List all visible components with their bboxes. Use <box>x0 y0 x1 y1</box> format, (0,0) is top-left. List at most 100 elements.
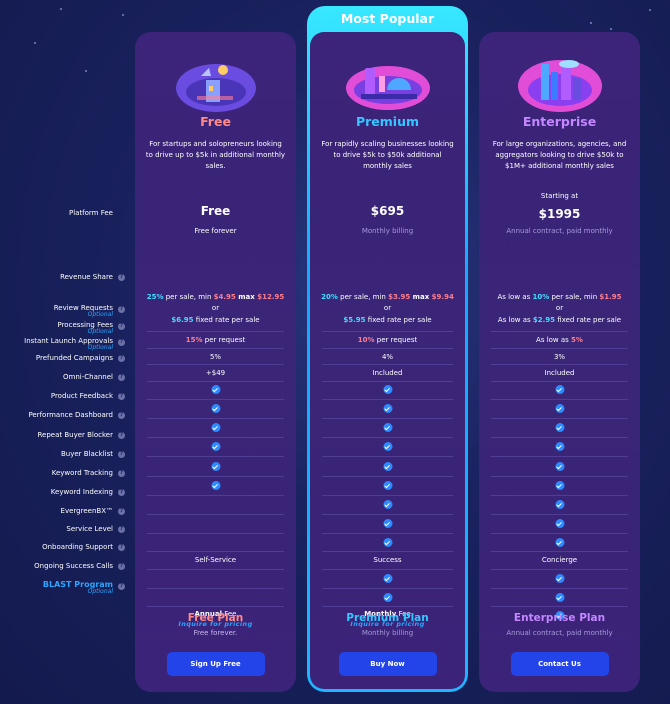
row-divider <box>491 437 628 438</box>
rev-text: fixed rate per sale <box>365 316 432 324</box>
help-icon[interactable]: ? <box>118 563 125 570</box>
row-divider <box>491 456 628 457</box>
help-icon[interactable]: ? <box>118 544 125 551</box>
plan-description: For large organizations, agencies, and a… <box>492 140 627 170</box>
label-onboarding-support: Onboarding Support <box>42 543 113 551</box>
platform-fee-prefix: Starting at <box>540 192 579 200</box>
rev-max: $12.95 <box>257 293 285 301</box>
row-divider <box>491 588 628 589</box>
blast-text: Fee <box>222 610 237 618</box>
platform-fee-note: Free forever <box>194 227 237 235</box>
check-icon <box>211 385 220 394</box>
footer-plan-name: Enterprise Plan <box>513 612 606 624</box>
review-requests-value: 10% per request <box>310 336 465 344</box>
rev-text: per sale, min <box>163 293 214 301</box>
review-text: per request <box>374 336 418 344</box>
star-decoration <box>85 70 87 72</box>
label-service-level: Service Level <box>66 525 113 533</box>
row-divider <box>491 399 628 400</box>
row-divider <box>322 606 453 607</box>
help-icon[interactable]: ? <box>118 470 125 477</box>
rev-rate: 20% <box>321 293 338 301</box>
help-icon[interactable]: ? <box>118 274 125 281</box>
check-icon <box>211 404 220 413</box>
sign-up-free-button[interactable]: Sign Up Free <box>166 652 265 676</box>
check-icon <box>555 593 564 602</box>
contact-us-button[interactable]: Contact Us <box>510 652 609 676</box>
help-icon[interactable]: ? <box>118 339 125 346</box>
processing-fees-value: 3% <box>553 353 566 361</box>
row-divider <box>322 495 453 496</box>
inquire-pricing[interactable]: Inquire for pricing <box>178 620 253 628</box>
review-requests-value: As low as 5% <box>479 336 640 344</box>
row-divider <box>491 476 628 477</box>
optional-tag: Optional <box>87 588 113 595</box>
help-icon[interactable]: ? <box>118 526 125 533</box>
plan-card-free: Free For startups and solopreneurs looki… <box>135 32 296 692</box>
check-icon <box>211 442 220 451</box>
blast-text: Fee <box>396 610 411 618</box>
label-prefunded: Prefunded Campaigns <box>35 354 113 362</box>
star-decoration <box>34 42 36 44</box>
check-icon <box>383 574 392 583</box>
blast-period: Monthly <box>364 610 397 618</box>
row-divider <box>147 606 284 607</box>
help-icon[interactable]: ? <box>118 489 125 496</box>
help-icon[interactable]: ? <box>118 323 125 330</box>
rev-text: As low as <box>497 316 533 324</box>
free-plan-illustration <box>175 64 256 112</box>
instant-launch-value: +$49 <box>205 369 226 377</box>
check-icon <box>555 611 564 620</box>
check-icon <box>555 500 564 509</box>
label-platform-fee: Platform Fee <box>68 209 113 217</box>
instant-launch-value: Included <box>544 369 575 377</box>
footer-plan-note: Monthly billing <box>361 629 414 637</box>
row-divider <box>322 533 453 534</box>
rev-max: $9.94 <box>431 293 454 301</box>
row-divider <box>491 606 628 607</box>
check-icon <box>383 442 392 451</box>
help-icon[interactable]: ? <box>118 508 125 515</box>
rev-text: per sale, min <box>337 293 389 301</box>
help-icon[interactable]: ? <box>118 355 125 362</box>
row-divider <box>147 418 284 419</box>
platform-fee-value: $1995 <box>538 207 581 221</box>
label-review-requests: Review Requests Optional <box>54 304 113 318</box>
help-icon[interactable]: ? <box>118 432 125 439</box>
row-divider <box>322 331 453 332</box>
platform-fee-note: Annual contract, paid monthly <box>506 227 613 235</box>
rev-min: $1.95 <box>599 293 622 301</box>
plan-description: For startups and solopreneurs looking to… <box>145 140 286 170</box>
help-icon[interactable]: ? <box>118 451 125 458</box>
plan-description: For rapidly scaling businesses looking t… <box>321 140 454 170</box>
help-icon[interactable]: ? <box>118 306 125 313</box>
row-divider <box>147 381 284 382</box>
revenue-share-fixed: As low as $2.95 fixed rate per sale <box>479 316 640 324</box>
revenue-share-or: or <box>211 304 220 312</box>
revenue-share-or: or <box>555 304 564 312</box>
help-icon[interactable]: ? <box>118 393 125 400</box>
check-icon <box>555 574 564 583</box>
row-divider <box>147 495 284 496</box>
label-text: Processing Fees <box>57 321 113 329</box>
row-divider <box>147 348 284 349</box>
revenue-share-or: or <box>383 304 392 312</box>
check-icon <box>211 423 220 432</box>
inquire-pricing[interactable]: Inquire for pricing <box>350 620 425 628</box>
rev-rate: 25% <box>146 293 164 301</box>
label-keyword-indexing: Keyword Indexing <box>50 488 113 496</box>
service-level-value: Concierge <box>541 556 578 564</box>
plan-name: Enterprise <box>522 114 597 129</box>
rev-text: per sale, min <box>549 293 600 301</box>
label-repeat-buyer-blocker: Repeat Buyer Blocker <box>37 431 113 439</box>
row-divider <box>147 437 284 438</box>
row-divider <box>147 399 284 400</box>
buy-now-button[interactable]: Buy Now <box>338 652 437 676</box>
revenue-share-fixed: $5.95 fixed rate per sale <box>310 316 465 324</box>
help-icon[interactable]: ? <box>118 583 125 590</box>
enterprise-plan-illustration <box>517 60 602 112</box>
label-buyer-blacklist: Buyer Blacklist <box>60 450 113 458</box>
help-icon[interactable]: ? <box>118 374 125 381</box>
label-text: Review Requests <box>53 304 113 312</box>
help-icon[interactable]: ? <box>118 412 125 419</box>
